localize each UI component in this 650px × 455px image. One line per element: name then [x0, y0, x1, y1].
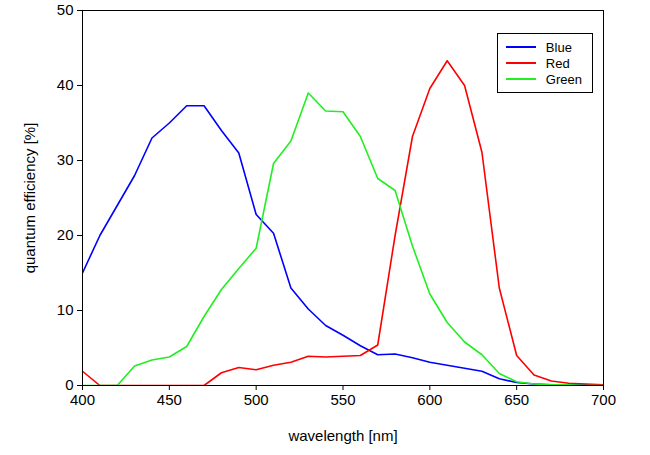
svg-text:500: 500 [244, 391, 269, 408]
html-text:Green: Green [545, 71, 582, 87]
svg-text:0: 0 [65, 376, 74, 394]
html-text:Blue: Blue [545, 39, 572, 55]
svg-text:quantum efficiency [%]: quantum efficiency [%] [21, 123, 38, 274]
svg-text:650: 650 [504, 391, 529, 408]
svg-text:700: 700 [591, 391, 616, 408]
svg-text:50: 50 [57, 1, 74, 18]
svg-text:20: 20 [57, 226, 74, 243]
svg-text:450: 450 [157, 391, 182, 408]
svg-text:550: 550 [330, 391, 355, 408]
svg-text:10: 10 [57, 301, 74, 318]
svg-text:600: 600 [417, 391, 442, 408]
svg-text:400: 400 [70, 391, 95, 408]
svg-text:30: 30 [57, 151, 74, 168]
html-text:Red: Red [545, 55, 570, 71]
svg-text:wavelength [nm]: wavelength [nm] [287, 427, 397, 444]
svg-text:40: 40 [57, 76, 74, 93]
